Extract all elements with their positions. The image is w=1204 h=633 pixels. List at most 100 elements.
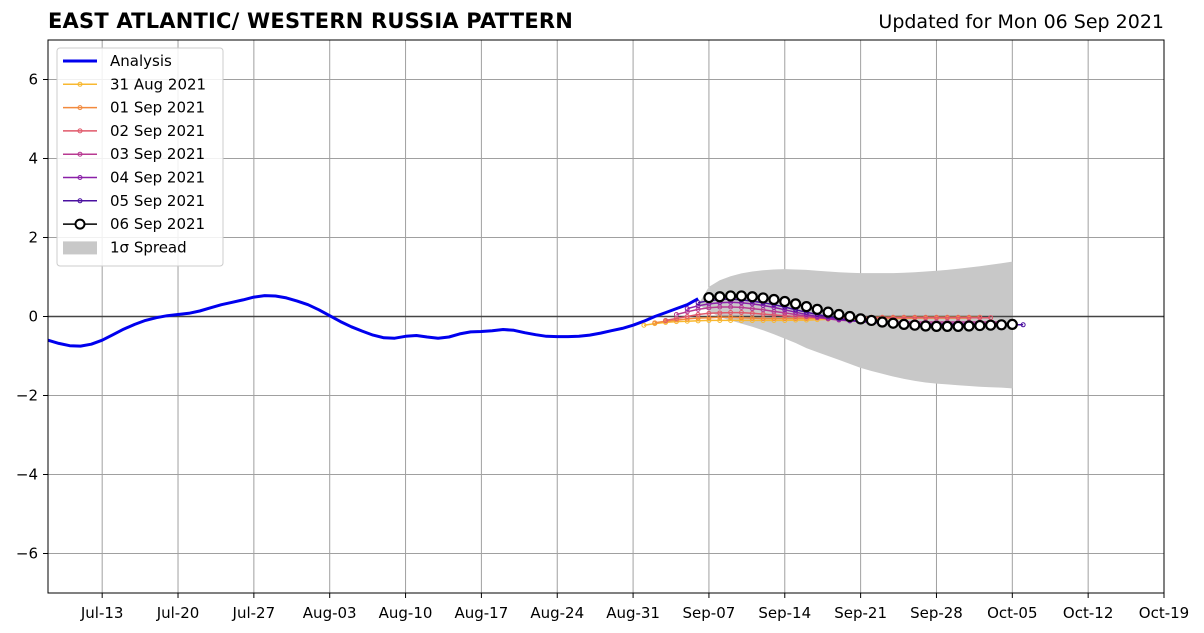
- forecast-point: [952, 320, 964, 332]
- forecast-point: [1006, 318, 1018, 330]
- x-tick-label: Oct-05: [987, 604, 1037, 622]
- forecast-point: [728, 317, 734, 323]
- forecast-point: [920, 320, 932, 332]
- x-tick-label: Sep-21: [834, 604, 887, 622]
- forecast-point: [898, 318, 910, 330]
- forecast-point: [749, 310, 755, 316]
- forecast-point: [790, 298, 802, 310]
- x-tick-label: Aug-17: [454, 604, 508, 622]
- x-tick-label: Sep-07: [683, 604, 736, 622]
- forecast-point: [725, 290, 737, 302]
- forecast-point: [844, 310, 856, 323]
- forecast-point: [706, 317, 712, 323]
- x-axis: Jul-13 Jul-20 Jul-27 Aug-03 Aug-10 Aug-17 Aug-…: [80, 593, 1189, 622]
- legend-marker: [77, 151, 83, 157]
- legend-marker: [77, 175, 83, 180]
- y-tick-label: 6: [28, 71, 38, 89]
- y-axis: 6 4 2 0 −2 −4 −6: [16, 71, 48, 563]
- x-tick-label: Jul-20: [156, 604, 200, 622]
- forecast-point: [641, 322, 647, 328]
- y-tick-label: 4: [28, 150, 38, 168]
- legend: Analysis 31 Aug 2021 01 Sep 2021 02 Sep 202…: [56, 47, 224, 267]
- forecast-point: [876, 316, 888, 328]
- legend-marker: [77, 128, 83, 134]
- forecast-point: [768, 293, 780, 306]
- forecast-point: [738, 310, 744, 316]
- forecast-point: [995, 319, 1008, 331]
- forecast-point: [963, 320, 975, 332]
- x-tick-label: Jul-27: [232, 604, 276, 622]
- spread-band: [698, 261, 1013, 389]
- forecast-point: [941, 320, 953, 332]
- forecast-point: [782, 310, 788, 316]
- y-tick-label: 0: [28, 308, 38, 326]
- forecast-point: [749, 306, 755, 312]
- forecast-point: [779, 295, 791, 308]
- forecast-point: [695, 300, 701, 306]
- forecast-point: [822, 306, 834, 318]
- forecast-point: [717, 317, 723, 323]
- legend-label: 1σ Spread: [110, 238, 187, 256]
- forecast-point: [782, 315, 788, 321]
- legend-label: 04 Sep 2021: [110, 169, 205, 187]
- series-layer: [47, 290, 1026, 348]
- forecast-point: [695, 312, 701, 318]
- legend-marker: [77, 105, 83, 111]
- y-tick-label: −6: [16, 545, 38, 563]
- forecast-point: [738, 304, 744, 310]
- spread-area: [698, 261, 1013, 389]
- forecast-point: [728, 310, 734, 316]
- forecast-point: [684, 309, 690, 315]
- forecast-point: [714, 291, 726, 303]
- legend-label: 31 Aug 2021: [110, 75, 206, 93]
- x-tick-label: Aug-10: [379, 604, 433, 622]
- forecast-point: [811, 303, 823, 315]
- x-tick-label: Oct-12: [1063, 604, 1113, 622]
- chart-title: EAST ATLANTIC/ WESTERN RUSSIA PATTERN: [48, 9, 574, 33]
- forecast-point: [738, 315, 744, 321]
- y-tick-label: 2: [28, 229, 38, 247]
- forecast-point: [865, 314, 878, 327]
- forecast-point: [717, 310, 723, 316]
- forecast-point: [728, 304, 734, 310]
- forecast-point: [652, 320, 658, 326]
- forecast-point: [684, 314, 690, 319]
- legend-box: [56, 47, 224, 267]
- forecast-point: [1020, 322, 1026, 328]
- forecast-point: [930, 320, 943, 332]
- x-tick-label: Jul-13: [80, 604, 124, 622]
- forecast-point: [706, 310, 712, 316]
- y-tick-label: −4: [16, 466, 38, 484]
- x-tick-label: Aug-03: [303, 604, 357, 622]
- forecast-point: [985, 319, 997, 331]
- forecast-point: [855, 313, 867, 325]
- forecast-point: [746, 291, 758, 303]
- legend-label: 05 Sep 2021: [110, 192, 205, 210]
- y-tick-label: −2: [16, 387, 38, 405]
- legend-label: Analysis: [110, 52, 172, 70]
- forecast-point: [749, 315, 755, 321]
- forecast-point: [757, 292, 769, 304]
- x-tick-label: Oct-19: [1139, 604, 1189, 622]
- forecast-point: [833, 308, 845, 321]
- legend-swatch: [63, 241, 97, 255]
- updated-date: Updated for Mon 06 Sep 2021: [878, 11, 1164, 33]
- legend-label: 03 Sep 2021: [110, 145, 205, 163]
- forecast-point: [673, 312, 679, 318]
- grid: [48, 40, 1165, 593]
- x-tick-label: Sep-28: [910, 604, 963, 622]
- legend-marker: [77, 81, 83, 87]
- x-tick-label: Sep-14: [758, 604, 811, 622]
- legend-marker: [77, 198, 83, 204]
- forecast-point: [800, 301, 813, 313]
- legend-label: 01 Sep 2021: [110, 99, 205, 117]
- forecast-point: [684, 306, 690, 312]
- forecast-point: [728, 314, 734, 320]
- forecast-point: [695, 303, 701, 309]
- forecast-point: [735, 290, 748, 302]
- forecast-point: [782, 307, 788, 313]
- forecast-point: [703, 291, 715, 304]
- legend-label: 02 Sep 2021: [110, 122, 205, 140]
- forecast-point: [887, 317, 899, 329]
